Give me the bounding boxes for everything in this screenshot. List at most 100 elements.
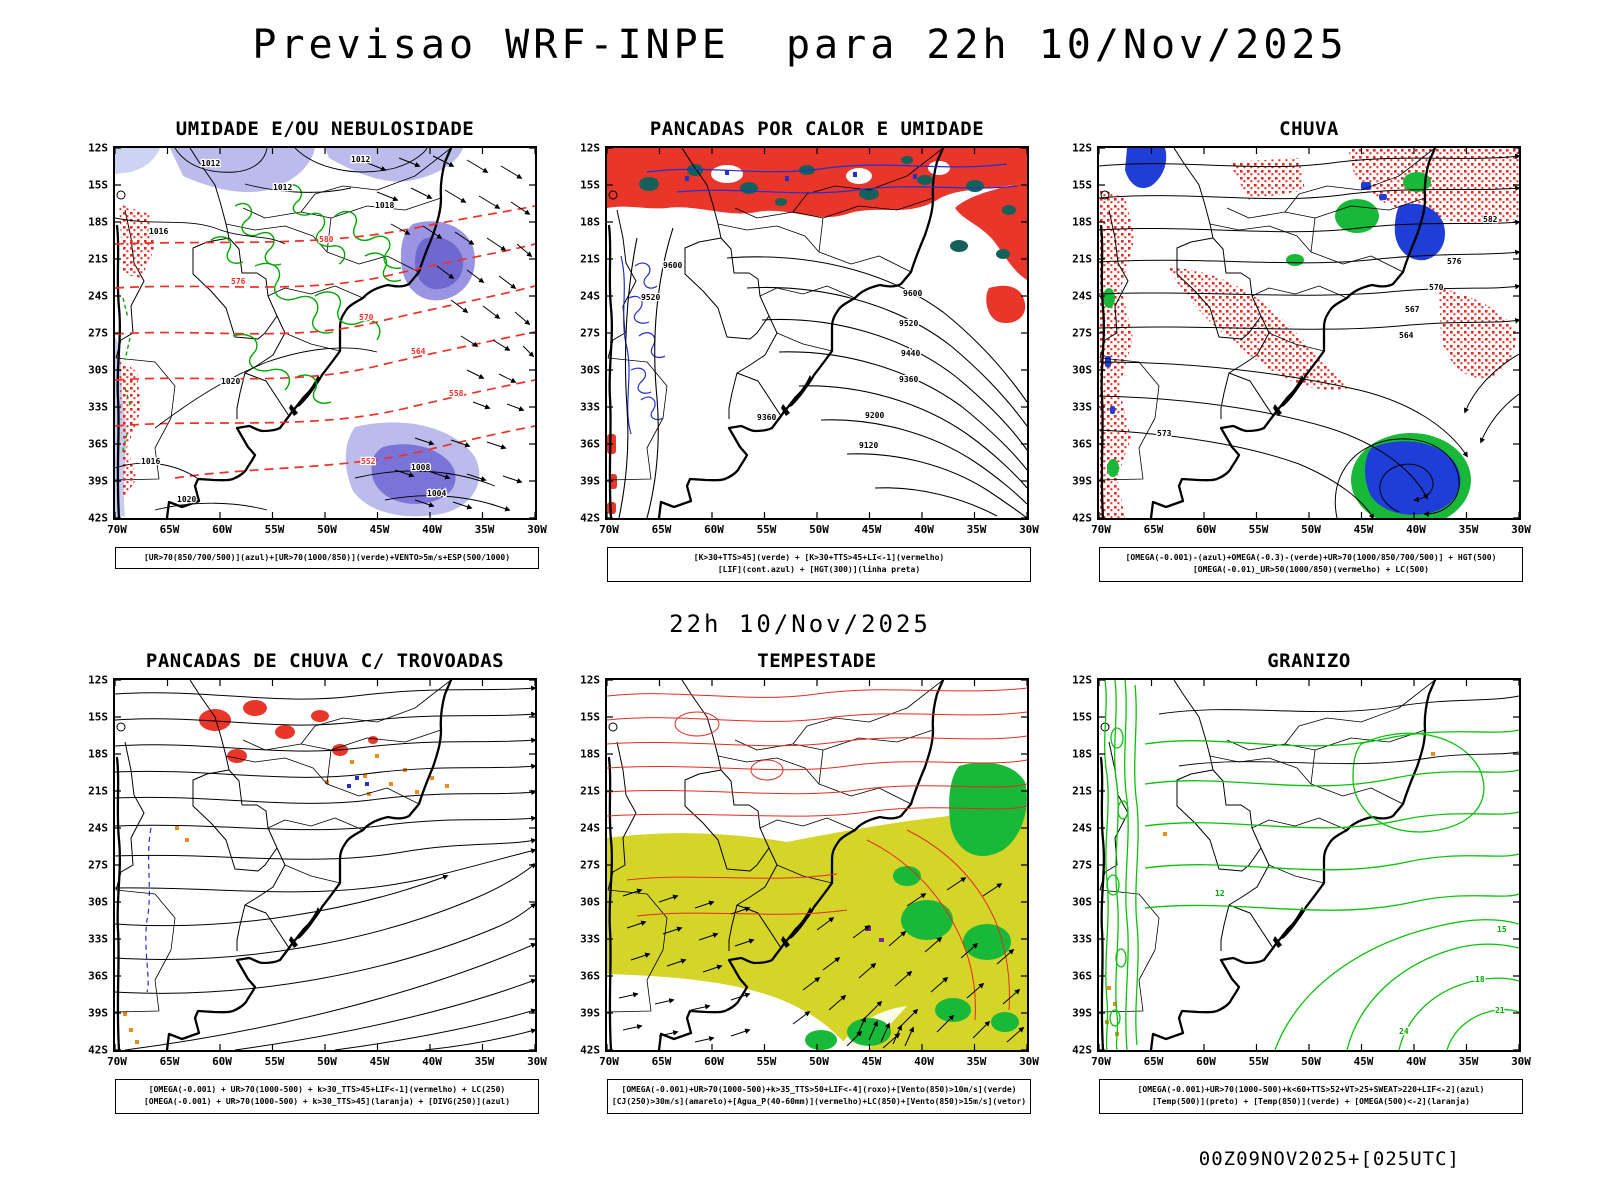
- lon-tick-label: 70W: [599, 1054, 619, 1068]
- lon-axis: 70W 65W 60W 55W 50W 45W 40W 35W 30W: [599, 523, 1039, 538]
- map-plot-chuva: 582 576 570 567 564 573: [1099, 148, 1519, 518]
- lat-tick-label: 12S: [580, 673, 600, 687]
- precipitable-water-red-contours: [607, 687, 1027, 1020]
- panel-title-granizo: GRANIZO: [1267, 649, 1351, 672]
- lat-tick-label: 24S: [580, 289, 600, 303]
- valid-time-label: 22h 10/Nov/2025: [669, 609, 931, 638]
- lon-tick-label: 40W: [1406, 523, 1426, 536]
- map-plot-tempestade: [607, 679, 1027, 1050]
- lon-tick-label: 35W: [966, 523, 987, 536]
- lat-tick-label: 12S: [580, 141, 600, 155]
- lon-tick-label: 45W: [369, 1054, 390, 1068]
- svg-text:9600: 9600: [903, 289, 922, 298]
- lat-tick-label: 12S: [1072, 673, 1092, 687]
- lat-tick-label: 36S: [1072, 969, 1092, 983]
- lat-tick-label: 33S: [1072, 932, 1092, 946]
- caption-line: [OMEGA(-0.01)_UR>50(1000/850)(vermelho) …: [1192, 565, 1429, 575]
- divergence-blue-marks: [145, 775, 369, 992]
- lon-tick-label: 60W: [1196, 523, 1216, 536]
- lat-tick-label: 42S: [1072, 511, 1092, 525]
- lat-tick-label: 27S: [1072, 858, 1092, 872]
- caption-umidade: [UR>70(850/700/500)](azul)+[UR>70(1000/8…: [115, 547, 539, 570]
- lat-tick-label: 27S: [580, 858, 600, 872]
- svg-text:1018: 1018: [375, 201, 394, 210]
- svg-text:1012: 1012: [273, 183, 292, 192]
- axis-ticks: [607, 679, 1027, 1050]
- axis-ticks: [607, 148, 1027, 518]
- lat-tick-label: 30S: [88, 895, 108, 909]
- model-run-info: 00Z09NOV2025+[025UTC]: [1198, 1148, 1460, 1170]
- lat-tick-label: 30S: [580, 363, 600, 377]
- caption-line: [OMEGA(-0.001)+UR>70(1000-500)+k<60+TTS>…: [1137, 1084, 1485, 1094]
- lat-tick-label: 24S: [580, 821, 600, 835]
- lon-tick-label: 50W: [317, 523, 337, 536]
- lat-tick-label: 30S: [1072, 363, 1092, 377]
- map-frame-tempestade: [605, 677, 1029, 1052]
- lat-tick-label: 42S: [88, 1043, 108, 1057]
- svg-text:24: 24: [1399, 1027, 1409, 1036]
- lat-axis: 12S 15S 18S 21S 24S 27S 30S 33S 36S 39S 42S: [77, 142, 113, 525]
- lat-axis: 12S 15S 18S 21S 24S 27S 30S 33S 36S 39S 42S: [569, 142, 605, 525]
- lon-tick-label: 45W: [861, 1054, 882, 1068]
- lat-tick-label: 21S: [580, 784, 600, 798]
- blue-label-specks: [685, 170, 917, 181]
- caption-line: [LIF](cont.azul) + [HGT(300)](linha pret…: [717, 565, 921, 575]
- lat-tick-label: 36S: [580, 437, 600, 451]
- svg-text:21: 21: [1495, 1006, 1505, 1015]
- lat-tick-label: 24S: [88, 289, 108, 303]
- lon-tick-label: 30W: [1511, 523, 1531, 536]
- caption-line: [Temp(500)](preto) + [Temp(850)](verde) …: [1152, 1097, 1470, 1107]
- lat-tick-label: 30S: [1072, 895, 1092, 909]
- svg-text:570: 570: [359, 313, 374, 322]
- svg-text:9360: 9360: [757, 413, 776, 422]
- lon-tick-label: 40W: [1406, 1054, 1426, 1068]
- caption-granizo: [OMEGA(-0.001)+UR>70(1000-500)+k<60+TTS>…: [1099, 1078, 1523, 1114]
- svg-text:1012: 1012: [351, 155, 370, 164]
- lat-tick-label: 12S: [88, 673, 108, 687]
- lat-tick-label: 21S: [1072, 784, 1092, 798]
- lon-tick-label: 50W: [1301, 523, 1321, 536]
- lon-tick-label: 40W: [914, 523, 934, 536]
- lat-tick-label: 39S: [580, 474, 600, 488]
- lat-axis: 12S 15S 18S 21S 24S 27S 30S 33S 36S 39S 42S: [1061, 142, 1097, 525]
- lon-tick-label: 55W: [1248, 1054, 1269, 1068]
- lon-tick-label: 45W: [369, 523, 390, 536]
- svg-text:12: 12: [1215, 889, 1225, 898]
- panel-tempestade: TEMPESTADE 12S 15S 18S 21S 24S 27S 30S 33S 36S 39…: [569, 650, 1039, 1114]
- svg-text:1016: 1016: [149, 227, 168, 236]
- map-plot-granizo: 12 15 18 21 24: [1099, 679, 1519, 1050]
- lat-tick-label: 21S: [580, 252, 600, 266]
- lat-tick-label: 18S: [88, 215, 108, 229]
- wind-vectors-850: [618, 876, 1025, 1049]
- lifted-index-blue-contours: [620, 163, 1018, 435]
- svg-text:552: 552: [361, 457, 376, 466]
- lat-tick-label: 21S: [88, 784, 108, 798]
- lon-tick-label: 60W: [1196, 1054, 1216, 1068]
- pressure-contours: [115, 148, 498, 511]
- svg-text:18: 18: [1475, 975, 1485, 984]
- svg-text:582: 582: [1483, 215, 1498, 224]
- lat-tick-label: 12S: [1072, 141, 1092, 155]
- caption-line: [OMEGA(-0.001)+UR>70(1000-500)+k>35_TTS>…: [621, 1084, 1017, 1094]
- caption-line: [OMEGA(-0.001) + UR>70(1000-500) + k>30_…: [143, 1097, 511, 1107]
- lon-tick-label: 65W: [651, 1054, 672, 1068]
- caption-line: [OMEGA(-0.001) + UR>70(1000-500) + k>30_…: [148, 1084, 506, 1094]
- lon-tick-label: 30W: [1511, 1054, 1531, 1068]
- panel-trovoadas: PANCADAS DE CHUVA C/ TROVOADAS 12S 15S 18S…: [77, 650, 547, 1114]
- caption-line: [CJ(250)>30m/s](amarelo)+[Agua_P(40-60mm…: [611, 1097, 1027, 1107]
- svg-text:9520: 9520: [641, 293, 660, 302]
- caption-line: [UR>70(850/700/500)](azul)+[UR>70(1000/8…: [143, 553, 511, 562]
- hail-orange-specks: [1105, 751, 1435, 1036]
- lat-tick-label: 12S: [88, 141, 108, 155]
- lat-tick-label: 21S: [1072, 252, 1092, 266]
- lon-tick-label: 45W: [861, 523, 882, 536]
- svg-text:9120: 9120: [859, 441, 878, 450]
- panel-pancadas-calor: PANCADAS POR CALOR E UMIDADE 12S 15S 18S 21…: [569, 118, 1039, 582]
- lon-tick-label: 45W: [1353, 523, 1374, 536]
- temp850-green-contours: [1104, 679, 1519, 1050]
- map-frame-chuva: 582 576 570 567 564 573: [1097, 146, 1521, 520]
- map-plot-pancadas-calor: 9600 9520 9440 9360 9200 9120 9520 9600 …: [607, 148, 1027, 518]
- svg-text:1004: 1004: [427, 489, 446, 498]
- lon-tick-label: 70W: [107, 523, 127, 536]
- map-frame-umidade: 1012 1012 1016 1012 1020 1008 1004 1016 …: [113, 146, 537, 520]
